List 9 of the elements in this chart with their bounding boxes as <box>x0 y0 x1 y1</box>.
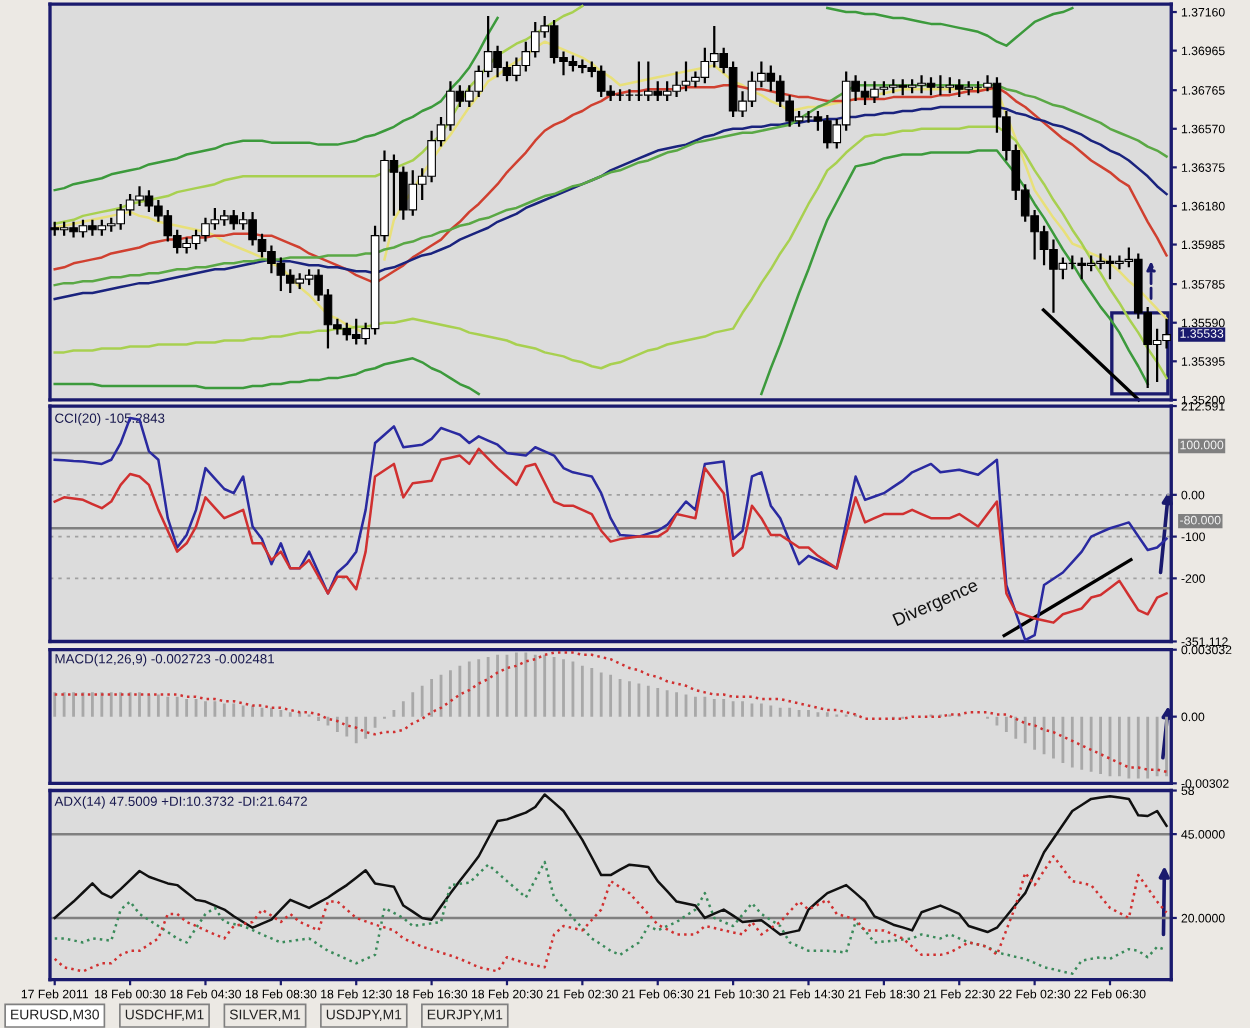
line-series <box>826 6 1074 47</box>
line-series <box>53 447 1168 624</box>
line-series <box>53 416 1168 642</box>
line-series <box>760 149 1149 396</box>
line-series <box>53 651 1168 774</box>
line-series <box>53 4 584 226</box>
line-series <box>53 357 480 396</box>
line-series <box>53 16 499 192</box>
line-series <box>53 793 1168 936</box>
